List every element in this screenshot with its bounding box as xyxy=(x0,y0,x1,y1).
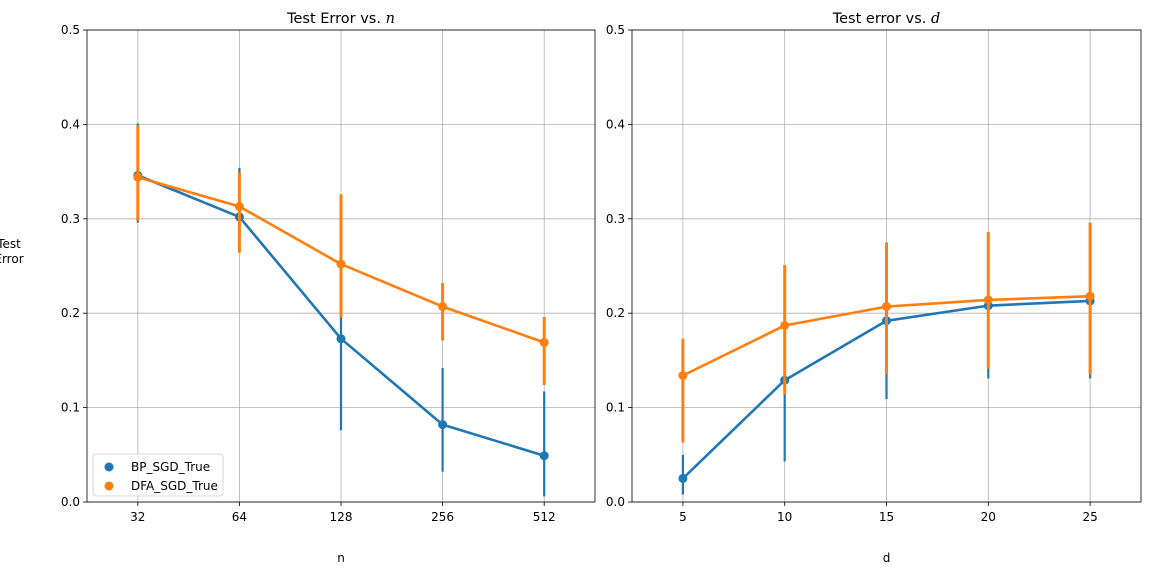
series-DFA_SGD_True xyxy=(133,125,549,385)
y-tick-label: 0.5 xyxy=(606,23,625,37)
data-point xyxy=(336,259,346,269)
data-point xyxy=(678,473,688,483)
y-axis-label: Test xyxy=(0,237,21,251)
data-point xyxy=(336,334,346,344)
y-tick-label: 0.4 xyxy=(606,117,625,131)
x-tick-label: 20 xyxy=(981,510,996,524)
x-tick-label: 64 xyxy=(232,510,247,524)
x-tick-label: 15 xyxy=(879,510,894,524)
x-tick-label: 128 xyxy=(330,510,353,524)
data-point xyxy=(1085,291,1095,301)
y-tick-label: 0.2 xyxy=(61,306,80,320)
legend: BP_SGD_True DFA_SGD_True xyxy=(92,453,224,497)
legend-box xyxy=(92,453,224,497)
y-tick-label: 0.1 xyxy=(61,401,80,415)
legend-label: DFA_SGD_True xyxy=(131,479,218,493)
y-tick-label: 0.5 xyxy=(61,23,80,37)
y-tick-label: 0.2 xyxy=(606,306,625,320)
legend-label: BP_SGD_True xyxy=(131,460,210,474)
y-tick-label: 0.4 xyxy=(61,117,80,131)
chart-title: Test error vs. d xyxy=(832,11,941,27)
y-tick-label: 0.0 xyxy=(606,495,625,509)
x-tick-label: 256 xyxy=(431,510,454,524)
data-point xyxy=(882,302,891,312)
data-point xyxy=(780,320,790,330)
data-point xyxy=(539,337,549,347)
data-point xyxy=(234,202,244,212)
chart-title: Test Error vs. n xyxy=(286,11,395,27)
x-axis-label: d xyxy=(883,551,891,565)
data-point xyxy=(133,172,143,182)
x-tick-label: 32 xyxy=(130,510,145,524)
data-point xyxy=(438,302,448,312)
legend-marker xyxy=(104,481,114,491)
chart-test-error-vs-n: 0.0 0.1 0.2 0.3 0.4 0.5 32 64 128 256 512 Test Erro… xyxy=(0,11,596,565)
y-tick-label: 0.3 xyxy=(61,212,80,226)
y-tick-label: 0.1 xyxy=(606,401,625,415)
x-tick-label: 10 xyxy=(777,510,792,524)
y-tick-label: 0.3 xyxy=(606,212,625,226)
series-DFA_SGD_True xyxy=(678,222,1095,443)
legend-marker xyxy=(104,462,114,472)
y-axis-label: Error xyxy=(0,252,24,266)
chart-test-error-vs-d: 0.0 0.1 0.2 0.3 0.4 0.5 5 10 15 20 25 Test error vs… xyxy=(606,11,1142,565)
data-point xyxy=(983,295,993,305)
data-point xyxy=(539,451,549,461)
data-point xyxy=(438,420,448,430)
x-tick-label: 512 xyxy=(533,510,556,524)
x-axis-label: n xyxy=(337,551,345,565)
x-tick-label: 25 xyxy=(1082,510,1097,524)
x-tick-label: 5 xyxy=(679,510,687,524)
data-point xyxy=(678,371,688,381)
y-tick-label: 0.0 xyxy=(61,495,80,509)
